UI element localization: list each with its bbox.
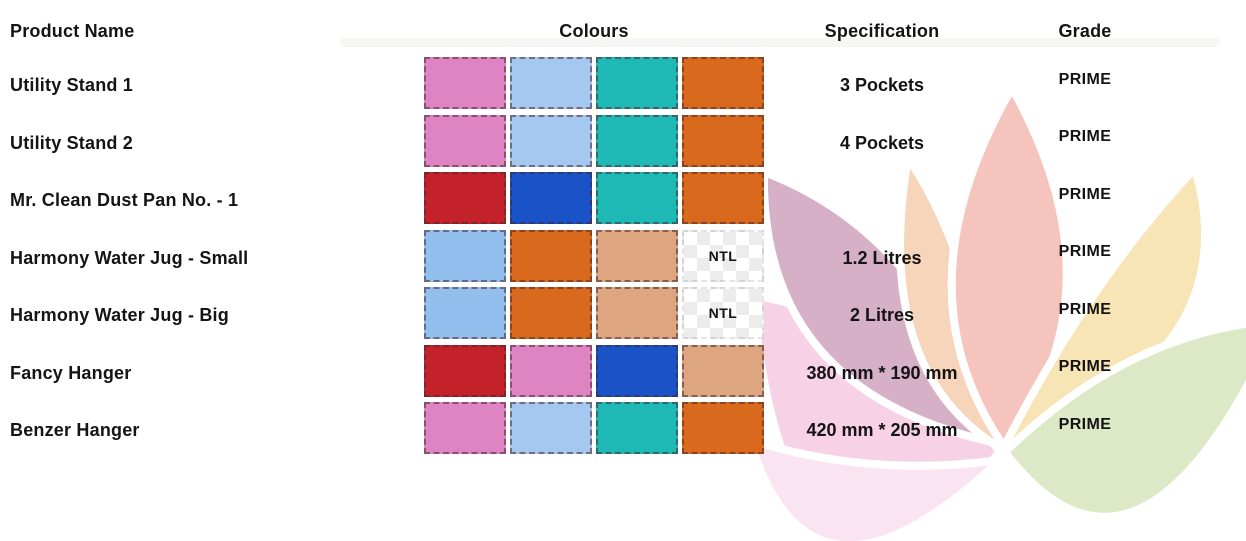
product-name: Harmony Water Jug - Big: [10, 305, 229, 326]
table-header: Product Name Colours Specification Grade: [0, 5, 1246, 57]
swatch-orchid-pink: [424, 57, 506, 109]
swatch-sky-blue: [424, 287, 506, 339]
colour-swatches: [424, 344, 764, 403]
colour-swatches: [424, 114, 764, 173]
swatch-teal: [596, 114, 678, 167]
swatch-light-blue: [510, 57, 592, 109]
swatch-teal: [596, 402, 678, 454]
colour-swatches: NTL: [424, 229, 764, 288]
product-name: Harmony Water Jug - Small: [10, 247, 249, 268]
swatch-orange: [682, 402, 764, 454]
grade: PRIME: [1058, 358, 1112, 376]
grade: PRIME: [1058, 415, 1112, 433]
header-specification: Specification: [824, 20, 940, 41]
swatch-teal: [596, 172, 678, 224]
header-grade: Grade: [1058, 20, 1112, 41]
swatch-orchid-pink: [424, 114, 506, 167]
specification: 3 Pockets: [839, 75, 925, 96]
swatch-orange: [510, 229, 592, 282]
product-name: Benzer Hanger: [10, 420, 140, 441]
swatch-orange: [682, 114, 764, 167]
product-row: Utility Stand 1 3 Pockets PRIME: [0, 57, 1246, 115]
swatch-sky-blue: [424, 229, 506, 282]
swatch-light-blue: [510, 402, 592, 454]
petal-green: [1001, 319, 1246, 521]
swatch-orange: [682, 172, 764, 224]
grade: PRIME: [1058, 243, 1112, 261]
swatch-ntl: NTL: [682, 229, 764, 282]
specification: 1.2 Litres: [842, 247, 922, 268]
petal-pink-light: [746, 436, 1004, 541]
swatch-orange: [682, 57, 764, 109]
swatch-royal-blue: [510, 172, 592, 224]
colour-swatches: [424, 172, 764, 230]
specification: 420 mm * 205 mm: [806, 420, 958, 441]
swatch-tan: [682, 344, 764, 397]
product-name: Mr. Clean Dust Pan No. - 1: [10, 190, 239, 211]
swatch-tan: [596, 287, 678, 339]
swatch-royal-blue: [596, 344, 678, 397]
swatch-teal: [596, 57, 678, 109]
grade: PRIME: [1058, 70, 1112, 88]
product-row: Harmony Water Jug - Small NTL 1.2 Litres PR…: [0, 229, 1246, 288]
colour-swatches: [424, 57, 764, 115]
swatch-red: [424, 344, 506, 397]
product-row: Utility Stand 2 4 Pockets PRIME: [0, 114, 1246, 173]
grade: PRIME: [1058, 128, 1112, 146]
header-product-name: Product Name: [10, 20, 135, 41]
swatch-orchid-pink: [510, 344, 592, 397]
product-table: Product Name Colours Specification Grade…: [0, 5, 1246, 460]
specification: 380 mm * 190 mm: [806, 362, 958, 383]
specification: 4 Pockets: [839, 132, 925, 153]
product-name: Fancy Hanger: [10, 362, 132, 383]
petal-salmon: [947, 84, 1071, 452]
product-name: Utility Stand 1: [10, 75, 134, 96]
specification: 2 Litres: [849, 305, 915, 326]
swatch-ntl: NTL: [682, 287, 764, 339]
swatch-red: [424, 172, 506, 224]
grade: PRIME: [1058, 300, 1112, 318]
scan-smudge: [340, 38, 1220, 47]
product-name: Utility Stand 2: [10, 132, 134, 153]
swatch-orchid-pink: [424, 402, 506, 454]
product-row: Benzer Hanger 420 mm * 205 mm PRIME: [0, 402, 1246, 460]
swatch-orange: [510, 287, 592, 339]
colour-swatches: NTL: [424, 287, 764, 345]
product-row: Fancy Hanger 380 mm * 190 mm PRIME: [0, 344, 1246, 403]
header-colours: Colours: [559, 20, 629, 41]
product-row: Harmony Water Jug - Big NTL 2 Litres PRIME: [0, 287, 1246, 345]
specification: [764, 172, 1000, 230]
product-row: Mr. Clean Dust Pan No. - 1 PRIME: [0, 172, 1246, 230]
colour-swatches: [424, 402, 764, 460]
swatch-tan: [596, 229, 678, 282]
grade: PRIME: [1058, 185, 1112, 203]
swatch-light-blue: [510, 114, 592, 167]
